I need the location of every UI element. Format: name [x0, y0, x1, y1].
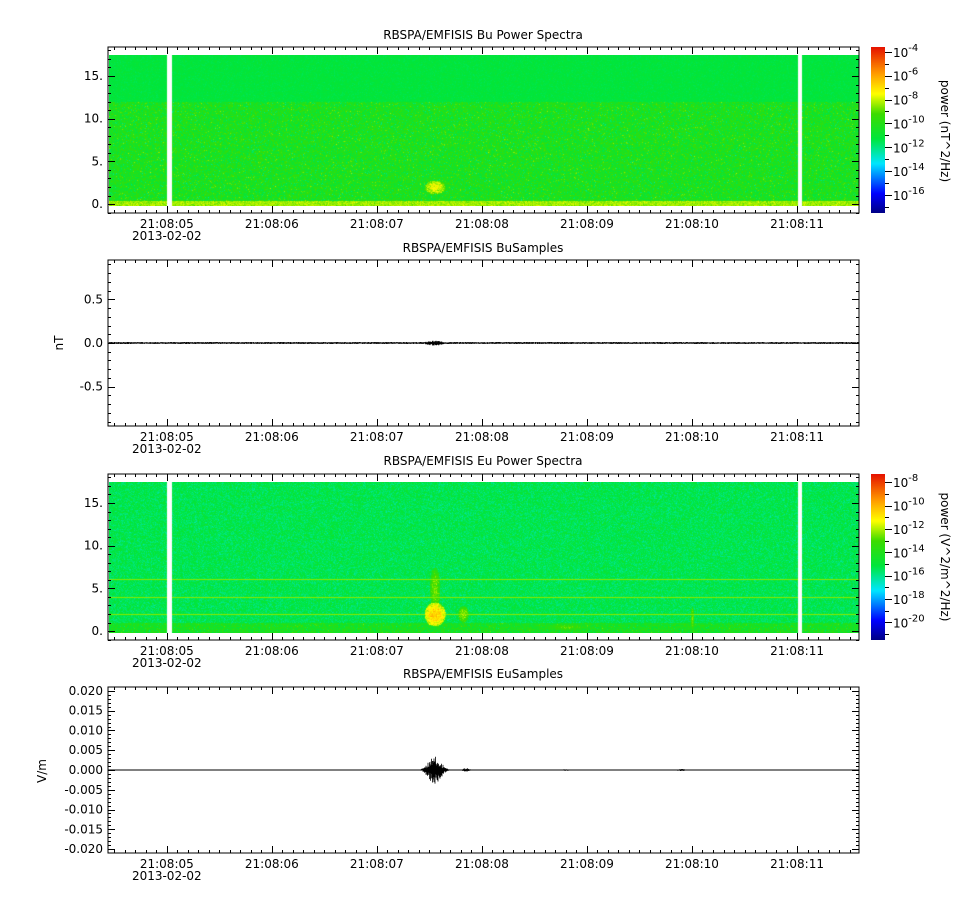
- x-tick-label: 21:08:11: [770, 430, 824, 444]
- colorbar-tick-label: 10-6: [893, 67, 918, 84]
- colorbar-tick-label: 10-16: [893, 567, 925, 584]
- x-tick-label: 21:08:09: [560, 857, 614, 871]
- colorbar-tick-label: 10-8: [893, 473, 918, 490]
- x-tick-label: 21:08:07: [350, 430, 404, 444]
- bu-samples-ylabel: nT: [52, 335, 66, 351]
- y-tick-label: 5.: [92, 154, 103, 168]
- date-label: 2013-02-02: [132, 656, 202, 670]
- x-tick-label: 21:08:08: [455, 857, 509, 871]
- y-tick-label: 0.020: [69, 684, 103, 698]
- y-tick-label: 0.: [92, 624, 103, 638]
- y-tick-label: -0.015: [64, 822, 103, 836]
- plot-frame-2: [107, 473, 860, 641]
- colorbar-tick-label: 10-12: [893, 520, 925, 537]
- x-tick-label: 21:08:07: [350, 857, 404, 871]
- bu-spectrogram: [109, 55, 859, 206]
- eu-samples-ylabel: V/m: [35, 759, 49, 783]
- colorbar-tick-label: 10-4: [893, 43, 918, 60]
- y-tick-label: -0.005: [64, 783, 103, 797]
- x-tick-label: 21:08:05: [140, 644, 194, 658]
- eu-colorbar-label: power (V^2/m^2/Hz): [938, 493, 952, 622]
- y-tick-label: 0.: [92, 197, 103, 211]
- x-tick-label: 21:08:10: [665, 217, 719, 231]
- y-tick-label: 15.: [84, 496, 103, 510]
- x-tick-label: 21:08:09: [560, 217, 614, 231]
- x-tick-label: 21:08:06: [245, 430, 299, 444]
- colorbar-tick-label: 10-18: [893, 590, 925, 607]
- x-tick-label: 21:08:06: [245, 644, 299, 658]
- colorbar-tick-label: 10-12: [893, 138, 925, 155]
- date-label: 2013-02-02: [132, 869, 202, 883]
- x-tick-label: 21:08:09: [560, 430, 614, 444]
- y-tick-label: 0.0: [84, 336, 103, 350]
- x-tick-label: 21:08:10: [665, 857, 719, 871]
- x-tick-label: 21:08:05: [140, 857, 194, 871]
- x-tick-label: 21:08:11: [770, 857, 824, 871]
- x-tick-label: 21:08:10: [665, 430, 719, 444]
- eu-colorbar: [871, 474, 885, 640]
- x-tick-label: 21:08:08: [455, 217, 509, 231]
- colorbar-tick-label: 10-8: [893, 91, 918, 108]
- x-tick-label: 21:08:06: [245, 857, 299, 871]
- y-tick-label: 10.: [84, 539, 103, 553]
- y-tick-label: 0.005: [69, 743, 103, 757]
- x-tick-label: 21:08:06: [245, 217, 299, 231]
- y-tick-label: 0.000: [69, 763, 103, 777]
- colorbar-tick-label: 10-14: [893, 162, 925, 179]
- bu-colorbar-label: power (nT^2/Hz): [938, 80, 952, 182]
- date-label: 2013-02-02: [132, 442, 202, 456]
- y-tick-label: -0.010: [64, 803, 103, 817]
- colorbar-tick-label: 10-10: [893, 114, 925, 131]
- x-tick-label: 21:08:11: [770, 217, 824, 231]
- x-tick-label: 21:08:11: [770, 644, 824, 658]
- x-tick-label: 21:08:08: [455, 430, 509, 444]
- eu-samples-title: RBSPA/EMFISIS EuSamples: [403, 667, 563, 681]
- x-tick-label: 21:08:10: [665, 644, 719, 658]
- x-tick-label: 21:08:05: [140, 430, 194, 444]
- bu-spectra-title: RBSPA/EMFISIS Bu Power Spectra: [383, 28, 583, 42]
- y-tick-label: 0.015: [69, 704, 103, 718]
- x-tick-label: 21:08:07: [350, 217, 404, 231]
- y-tick-label: 10.: [84, 112, 103, 126]
- colorbar-tick-label: 10-10: [893, 497, 925, 514]
- y-tick-label: -0.5: [80, 380, 103, 394]
- colorbar-tick-label: 10-20: [893, 613, 925, 630]
- y-tick-label: 0.5: [84, 292, 103, 306]
- y-tick-label: 15.: [84, 69, 103, 83]
- x-tick-label: 21:08:08: [455, 644, 509, 658]
- bu-colorbar: [871, 47, 885, 213]
- y-tick-label: -0.020: [64, 842, 103, 856]
- colorbar-tick-label: 10-16: [893, 186, 925, 203]
- date-label: 2013-02-02: [132, 229, 202, 243]
- plot-frame-0: [107, 46, 860, 214]
- sample-trace-3: [108, 756, 859, 784]
- eu-spectra-title: RBSPA/EMFISIS Eu Power Spectra: [384, 454, 583, 468]
- colorbar-tick-label: 10-14: [893, 543, 925, 560]
- y-tick-label: 5.: [92, 581, 103, 595]
- x-tick-label: 21:08:05: [140, 217, 194, 231]
- eu-spectrogram: [109, 482, 859, 633]
- x-tick-label: 21:08:07: [350, 644, 404, 658]
- sample-trace-1: [108, 340, 859, 346]
- y-tick-label: 0.010: [69, 723, 103, 737]
- bu-samples-title: RBSPA/EMFISIS BuSamples: [403, 241, 564, 255]
- x-tick-label: 21:08:09: [560, 644, 614, 658]
